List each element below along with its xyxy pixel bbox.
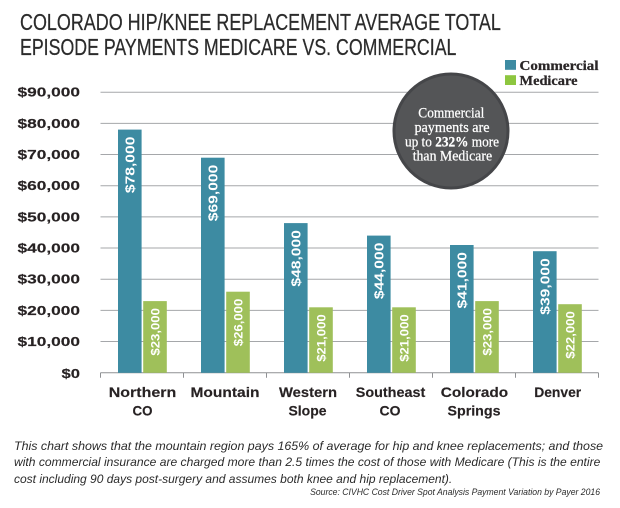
svg-text:$80,000: $80,000 xyxy=(18,116,81,131)
svg-text:$39,000: $39,000 xyxy=(537,258,552,315)
svg-text:Mountain: Mountain xyxy=(191,384,260,400)
svg-text:$78,000: $78,000 xyxy=(122,137,137,194)
svg-text:payments are: payments are xyxy=(414,120,489,136)
svg-text:$22,000: $22,000 xyxy=(563,311,577,359)
svg-text:$23,000: $23,000 xyxy=(480,308,494,356)
svg-text:Slope: Slope xyxy=(289,403,327,419)
svg-text:$48,000: $48,000 xyxy=(288,230,303,287)
svg-text:$44,000: $44,000 xyxy=(371,243,386,300)
svg-text:$10,000: $10,000 xyxy=(18,334,81,349)
svg-text:$23,000: $23,000 xyxy=(148,308,162,356)
svg-text:Northern: Northern xyxy=(109,384,177,400)
svg-text:$69,000: $69,000 xyxy=(205,165,220,222)
svg-text:$41,000: $41,000 xyxy=(454,252,469,309)
svg-text:Commercial: Commercial xyxy=(418,105,484,121)
svg-text:$60,000: $60,000 xyxy=(18,178,81,193)
svg-text:$70,000: $70,000 xyxy=(18,147,81,162)
svg-text:$90,000: $90,000 xyxy=(18,85,81,100)
svg-text:Springs: Springs xyxy=(448,403,501,419)
svg-text:$21,000: $21,000 xyxy=(314,314,328,362)
svg-text:than Medicare: than Medicare xyxy=(413,148,492,164)
svg-text:$21,000: $21,000 xyxy=(397,314,411,362)
svg-text:Southeast: Southeast xyxy=(356,384,426,400)
svg-text:up to 232% more: up to 232% more xyxy=(405,134,499,150)
svg-text:$26,000: $26,000 xyxy=(231,298,245,346)
svg-text:$0: $0 xyxy=(62,366,81,381)
svg-text:$30,000: $30,000 xyxy=(18,272,81,287)
svg-text:$40,000: $40,000 xyxy=(18,240,81,255)
svg-text:Western: Western xyxy=(279,384,337,400)
svg-text:Commercial: Commercial xyxy=(520,59,599,74)
svg-text:Denver: Denver xyxy=(534,384,582,400)
svg-text:Colorado: Colorado xyxy=(441,384,508,400)
svg-text:$20,000: $20,000 xyxy=(18,303,81,318)
svg-text:CO: CO xyxy=(380,403,401,419)
svg-text:CO: CO xyxy=(133,403,153,419)
svg-text:$50,000: $50,000 xyxy=(18,209,81,224)
svg-text:Medicare: Medicare xyxy=(520,74,578,89)
